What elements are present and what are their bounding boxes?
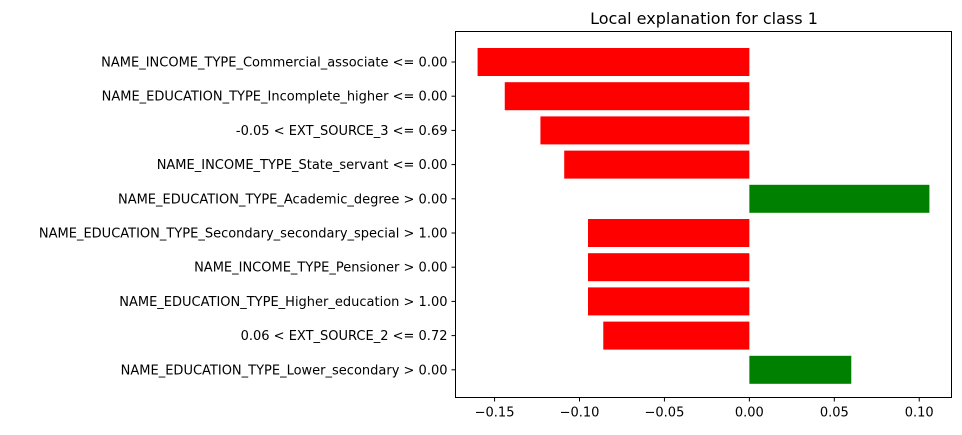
- bar-0-05-ext-source-3-0-69: [540, 116, 750, 145]
- chart-title: Local explanation for class 1: [590, 9, 818, 28]
- bar-name-education-type-incomplete-higher-0-00: [504, 82, 750, 111]
- bar-name-education-type-academic-degree-0-00: [749, 184, 930, 213]
- x-axis-ticks: −0.15 −0.10 −0.05 0.00 0.05 0.10: [475, 397, 934, 421]
- y-tick-label: NAME_EDUCATION_TYPE_Academic_degree > 0.…: [118, 192, 448, 207]
- y-tick-labels: NAME_INCOME_TYPE_Commercial_associate <=…: [39, 56, 456, 378]
- y-tick-label: NAME_INCOME_TYPE_Commercial_associate <=…: [101, 56, 447, 71]
- plot-frame: [455, 31, 952, 398]
- bars-group: [477, 48, 930, 384]
- bar-name-income-type-state-servant-0-00: [564, 150, 750, 179]
- y-tick-label: NAME_EDUCATION_TYPE_Secondary_secondary_…: [39, 227, 448, 242]
- y-tick-label: NAME_INCOME_TYPE_State_servant <= 0.00: [157, 158, 448, 173]
- x-tick-label: 0.00: [735, 406, 764, 421]
- x-tick-label: −0.15: [475, 406, 515, 421]
- y-tick-label: NAME_EDUCATION_TYPE_Incomplete_higher <=…: [102, 90, 448, 105]
- y-tick-label: 0.06 < EXT_SOURCE_2 <= 0.72: [241, 329, 448, 344]
- bar-name-income-type-pensioner-0-00: [587, 253, 750, 282]
- y-tick-label: NAME_INCOME_TYPE_Pensioner > 0.00: [194, 261, 447, 276]
- bar-name-education-type-higher-education-1-00: [587, 287, 750, 316]
- y-tick-label: -0.05 < EXT_SOURCE_3 <= 0.69: [236, 124, 448, 139]
- y-tick-label: NAME_EDUCATION_TYPE_Higher_education > 1…: [119, 295, 447, 310]
- bar-0-06-ext-source-2-0-72: [603, 321, 750, 350]
- bar-name-income-type-commercial-associate-0-00: [477, 48, 750, 76]
- x-tick-label: −0.05: [645, 406, 685, 421]
- bar-name-education-type-secondary-secondary-special-1-00: [587, 219, 750, 247]
- bar-name-education-type-lower-secondary-0-00: [749, 355, 852, 384]
- x-tick-label: 0.10: [905, 406, 934, 421]
- x-tick-label: −0.10: [560, 406, 600, 421]
- x-tick-label: 0.05: [820, 406, 849, 421]
- y-tick-label: NAME_EDUCATION_TYPE_Lower_secondary > 0.…: [121, 363, 448, 378]
